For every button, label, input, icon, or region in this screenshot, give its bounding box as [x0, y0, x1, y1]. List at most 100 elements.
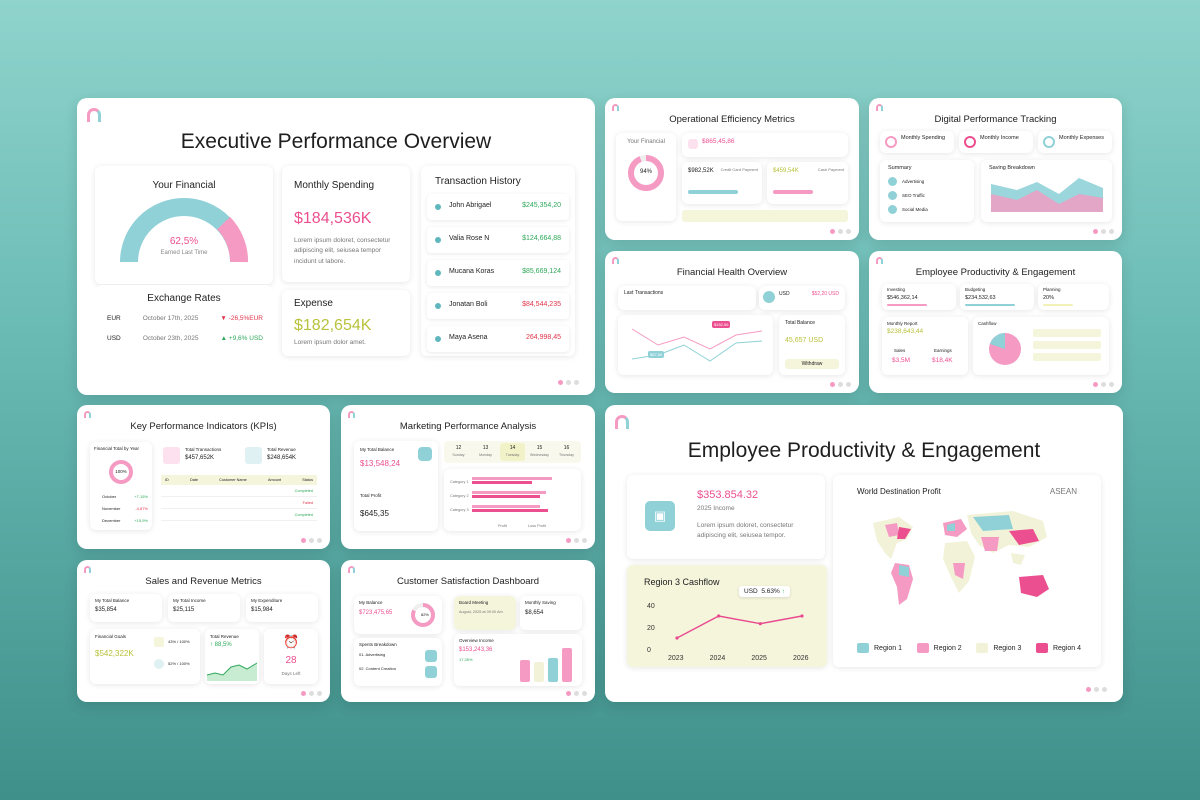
- slide-digital-performance[interactable]: Digital Performance Tracking Monthly Spe…: [869, 98, 1122, 240]
- pagination-dots[interactable]: [558, 380, 579, 385]
- slide-sales-revenue[interactable]: Sales and Revenue Metrics My Total Balan…: [77, 560, 330, 702]
- pagination-dots[interactable]: [566, 691, 587, 696]
- cashflow-point: [717, 614, 721, 618]
- spent-item: 01. Advertising: [359, 652, 386, 657]
- pagination-dots[interactable]: [1093, 382, 1114, 387]
- day-tab[interactable]: 15 Wednesday: [527, 443, 552, 461]
- exchange-rates-title: Exchange Rates: [147, 293, 221, 304]
- total-revenue-card: Total Revenue ↑ 88,5%: [205, 629, 259, 684]
- planning-value: 20%: [1043, 295, 1055, 301]
- expenditure-value: $15,984: [251, 607, 273, 613]
- map-region: ASEAN: [1049, 487, 1077, 496]
- transaction-row[interactable]: Mucana Koras $85,669,124: [427, 260, 569, 286]
- transaction-row[interactable]: Jonatan Boli $84,544,235: [427, 293, 569, 319]
- monthly-spending-value: $184,536K: [294, 210, 372, 227]
- legend-item: Region 1: [857, 643, 902, 653]
- day-tab[interactable]: 13 Monday: [473, 443, 498, 461]
- chart-tag: $152,56: [712, 321, 731, 328]
- revenue-label: Total Revenue: [210, 634, 239, 639]
- balance-label: My Total Balance: [360, 447, 395, 452]
- earnings-value: $18,4K: [932, 357, 953, 364]
- transaction-row[interactable]: Valia Rose N $124,664,88: [427, 227, 569, 253]
- table-header-cell: Date: [189, 478, 198, 482]
- status-badge: Completed: [294, 488, 313, 493]
- slide-marketing-performance[interactable]: Marketing Performance Analysis My Total …: [341, 405, 595, 549]
- slide-title: Financial Health Overview: [676, 267, 788, 278]
- table-header-cell: Status: [302, 478, 313, 482]
- ops-donut-value: 94%: [639, 169, 652, 175]
- table-row[interactable]: Completed: [161, 485, 317, 497]
- monthly-spending-card: Monthly Spending $184,536K Lorem ipsum d…: [282, 166, 410, 282]
- monthly-report-value: $238,643,44: [887, 328, 924, 335]
- day-tab[interactable]: 12 Sunday: [446, 443, 471, 461]
- withdraw-button[interactable]: Withdraw: [785, 359, 839, 369]
- ops-donut-card: Your Financial 94%: [616, 133, 676, 221]
- slide-title: Executive Performance Overview: [180, 130, 492, 153]
- table-header-cell: Customer Name: [219, 478, 247, 482]
- pagination-dots[interactable]: [566, 538, 587, 543]
- day-name: Sunday: [452, 453, 465, 457]
- pagination-dots[interactable]: [301, 538, 322, 543]
- wallet-icon: [418, 447, 432, 461]
- slide-executive-performance[interactable]: Executive Performance Overview Your Fina…: [77, 98, 595, 395]
- slide-employee-productivity-small[interactable]: Employee Productivity & Engagement Inves…: [869, 251, 1122, 393]
- transaction-row[interactable]: John Abrigael $245,354,20: [427, 194, 569, 220]
- slide-operational-efficiency[interactable]: Operational Efficiency Metrics Your Fina…: [605, 98, 859, 240]
- cashflow-point: [758, 622, 762, 626]
- status-dot: [435, 270, 441, 276]
- pagination-dots[interactable]: [1093, 229, 1114, 234]
- board-meeting-card: Board Meeting August, 2025 at 09.00 Am: [454, 596, 516, 630]
- income-label: 2025 Income: [697, 505, 735, 512]
- total-balance-card: Total Balance 45,657 USD Withdraw: [779, 315, 845, 375]
- ops-cash-card: $459,54K Cash Payment: [767, 162, 848, 204]
- exchange-rates-card: Exchange Rates EUR October 17th, 2025 ▼ …: [95, 284, 273, 356]
- table-row[interactable]: Failed: [161, 497, 317, 509]
- slide-customer-satisfaction[interactable]: Customer Satisfaction Dashboard My Balan…: [341, 560, 595, 702]
- income-value: $353.854.32: [697, 489, 759, 501]
- pagination-dots[interactable]: [1086, 687, 1107, 692]
- status-badge: Failed: [302, 500, 313, 505]
- table-row[interactable]: Completed: [161, 509, 317, 521]
- usd-label: USD: [779, 291, 790, 297]
- slide-kpis[interactable]: Key Performance Indicators (KPIs) Financ…: [77, 405, 330, 549]
- car-icon: [154, 637, 164, 647]
- kpi-donut-chart: [109, 460, 133, 484]
- goal-progress-2: 52% / 100%: [168, 661, 190, 666]
- legend-item: Region 3: [976, 643, 1021, 653]
- my-balance-card: My Balance $723,475,65 82%: [354, 596, 442, 634]
- budgeting-card: Budgeting $234,532,63: [960, 284, 1034, 310]
- kpi-label: Monthly Spending: [901, 135, 946, 141]
- day-tab[interactable]: 14 Tuesday: [500, 443, 525, 461]
- cashflow-badge: USD 5.63% ↑: [739, 586, 790, 597]
- summary-row: SEO Traffic: [902, 193, 925, 198]
- slide-financial-health[interactable]: Financial Health Overview Last Transacti…: [605, 251, 859, 393]
- goals-label: Financial Goals: [95, 634, 127, 639]
- pagination-dots[interactable]: [830, 382, 851, 387]
- balance-label: My Total Balance: [95, 598, 130, 603]
- saving-label: Monthly Saving: [525, 600, 556, 605]
- pagination-dots[interactable]: [301, 691, 322, 696]
- day-tab[interactable]: 16 Thursday: [554, 443, 579, 461]
- transaction-name: Valia Rose N: [449, 235, 490, 242]
- sales-value: $3,5M: [892, 357, 911, 364]
- pagination-dots[interactable]: [830, 229, 851, 234]
- slide-employee-productivity-large[interactable]: Employee Productivity & Engagement ▣ $35…: [605, 405, 1123, 702]
- region-cashflow-card: Region 3 Cashflow USD 5.63% ↑ 40 20 0 2023 2…: [627, 565, 827, 667]
- saving-value: $8,654: [525, 610, 544, 616]
- planning-bar: [1043, 304, 1073, 306]
- transaction-name: Jonatan Boli: [449, 301, 488, 308]
- category-label: Category 3: [450, 508, 469, 512]
- transaction-row[interactable]: Maya Asena 264,998,45: [427, 326, 569, 352]
- legend-label: Profit: [498, 524, 508, 528]
- kpi-table-body: Completed Failed Completed: [161, 485, 317, 521]
- days-left-card: ⏰ 28 Days Left: [264, 629, 318, 684]
- budgeting-value: $234,532,63: [965, 295, 996, 301]
- your-financial-card: Your Financial 62,5% Earned Last Time: [95, 166, 273, 284]
- summary-card: Summary Advertising SEO Traffic Social M…: [880, 160, 974, 222]
- cashflow-label: Cashflow: [978, 321, 997, 326]
- last-transactions-card: Last Transactions: [618, 286, 756, 310]
- day-number: 16: [563, 445, 570, 451]
- legend-label: Region 1: [874, 644, 903, 652]
- saving-breakdown-title: Saving Breakdown: [989, 165, 1035, 171]
- slide-title: Sales and Revenue Metrics: [145, 576, 262, 587]
